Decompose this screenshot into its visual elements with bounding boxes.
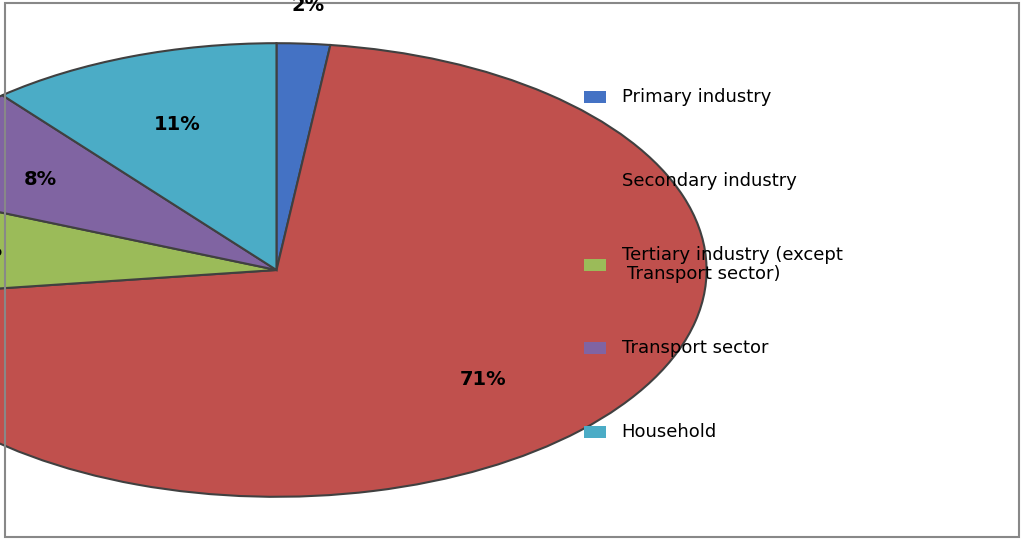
- Text: Secondary industry: Secondary industry: [622, 172, 797, 190]
- Text: Transport sector: Transport sector: [622, 339, 768, 357]
- Text: Tertiary industry (except: Tertiary industry (except: [622, 246, 843, 264]
- Text: Household: Household: [622, 423, 717, 441]
- Bar: [584, 426, 606, 438]
- Bar: [584, 91, 606, 103]
- Text: 8%: 8%: [24, 170, 56, 189]
- Text: 2%: 2%: [292, 0, 325, 16]
- Text: 71%: 71%: [460, 369, 507, 389]
- Bar: [584, 259, 606, 271]
- Text: 11%: 11%: [154, 116, 201, 134]
- Text: Transport sector): Transport sector): [627, 265, 780, 284]
- Text: 8%: 8%: [0, 241, 3, 260]
- Text: Primary industry: Primary industry: [622, 88, 771, 106]
- Wedge shape: [2, 43, 276, 270]
- Bar: [584, 175, 606, 187]
- Wedge shape: [0, 45, 707, 497]
- Wedge shape: [0, 95, 276, 270]
- Bar: [584, 342, 606, 354]
- Wedge shape: [0, 186, 276, 299]
- Wedge shape: [276, 43, 331, 270]
